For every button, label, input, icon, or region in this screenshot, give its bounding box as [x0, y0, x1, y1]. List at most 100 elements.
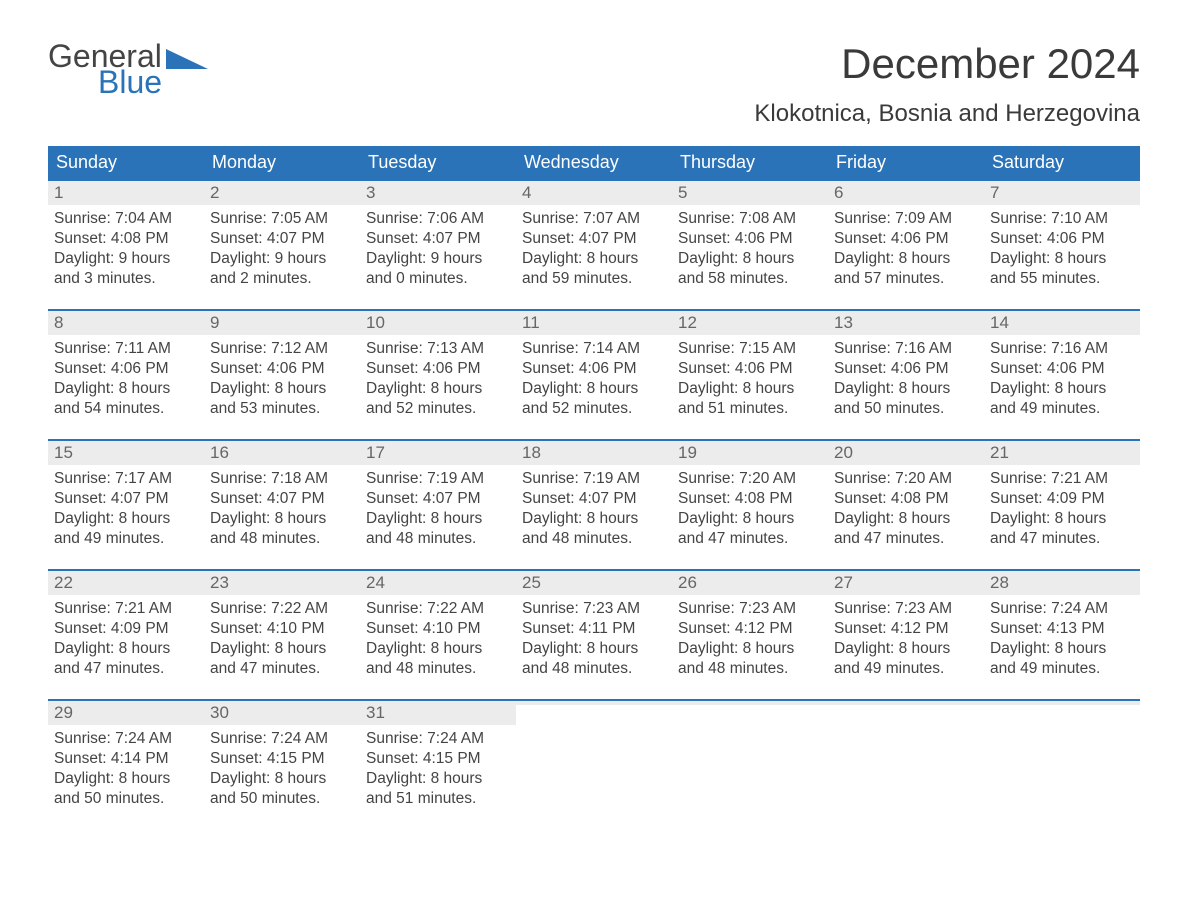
- daylight-line-2: and 47 minutes.: [54, 659, 198, 679]
- daylight-line-2: and 0 minutes.: [366, 269, 510, 289]
- day-cell: 12Sunrise: 7:15 AMSunset: 4:06 PMDayligh…: [672, 311, 828, 439]
- day-body: Sunrise: 7:18 AMSunset: 4:07 PMDaylight:…: [204, 465, 360, 558]
- sunrise-line: Sunrise: 7:23 AM: [678, 599, 822, 619]
- sunset-line: Sunset: 4:09 PM: [54, 619, 198, 639]
- day-header-thursday: Thursday: [672, 146, 828, 179]
- daylight-line-2: and 47 minutes.: [990, 529, 1134, 549]
- sunrise-line: Sunrise: 7:12 AM: [210, 339, 354, 359]
- day-cell: 7Sunrise: 7:10 AMSunset: 4:06 PMDaylight…: [984, 181, 1140, 309]
- day-number: 12: [672, 311, 828, 335]
- daylight-line-1: Daylight: 8 hours: [366, 379, 510, 399]
- daylight-line-1: Daylight: 8 hours: [366, 769, 510, 789]
- sunset-line: Sunset: 4:07 PM: [366, 229, 510, 249]
- day-number: 21: [984, 441, 1140, 465]
- day-cell: 28Sunrise: 7:24 AMSunset: 4:13 PMDayligh…: [984, 571, 1140, 699]
- sunrise-line: Sunrise: 7:15 AM: [678, 339, 822, 359]
- month-title: December 2024: [754, 40, 1140, 88]
- daylight-line-1: Daylight: 8 hours: [522, 379, 666, 399]
- daylight-line-1: Daylight: 8 hours: [210, 639, 354, 659]
- day-number: 26: [672, 571, 828, 595]
- day-number: 30: [204, 701, 360, 725]
- day-number: 22: [48, 571, 204, 595]
- day-number: [984, 701, 1140, 705]
- sunset-line: Sunset: 4:13 PM: [990, 619, 1134, 639]
- day-header-sunday: Sunday: [48, 146, 204, 179]
- sunrise-line: Sunrise: 7:22 AM: [366, 599, 510, 619]
- daylight-line-1: Daylight: 9 hours: [54, 249, 198, 269]
- day-cell: [828, 701, 984, 829]
- sunrise-line: Sunrise: 7:24 AM: [366, 729, 510, 749]
- week-row: 15Sunrise: 7:17 AMSunset: 4:07 PMDayligh…: [48, 439, 1140, 569]
- day-body: Sunrise: 7:24 AMSunset: 4:13 PMDaylight:…: [984, 595, 1140, 688]
- daylight-line-1: Daylight: 8 hours: [210, 509, 354, 529]
- daylight-line-2: and 59 minutes.: [522, 269, 666, 289]
- sunrise-line: Sunrise: 7:24 AM: [210, 729, 354, 749]
- week-row: 22Sunrise: 7:21 AMSunset: 4:09 PMDayligh…: [48, 569, 1140, 699]
- day-body: Sunrise: 7:16 AMSunset: 4:06 PMDaylight:…: [828, 335, 984, 428]
- logo: General Blue: [48, 40, 208, 98]
- sunrise-line: Sunrise: 7:21 AM: [990, 469, 1134, 489]
- week-row: 1Sunrise: 7:04 AMSunset: 4:08 PMDaylight…: [48, 179, 1140, 309]
- day-cell: 11Sunrise: 7:14 AMSunset: 4:06 PMDayligh…: [516, 311, 672, 439]
- calendar: SundayMondayTuesdayWednesdayThursdayFrid…: [48, 146, 1140, 829]
- daylight-line-1: Daylight: 9 hours: [210, 249, 354, 269]
- day-body: Sunrise: 7:24 AMSunset: 4:15 PMDaylight:…: [360, 725, 516, 818]
- day-body: Sunrise: 7:19 AMSunset: 4:07 PMDaylight:…: [360, 465, 516, 558]
- sunset-line: Sunset: 4:06 PM: [522, 359, 666, 379]
- week-row: 29Sunrise: 7:24 AMSunset: 4:14 PMDayligh…: [48, 699, 1140, 829]
- sunrise-line: Sunrise: 7:07 AM: [522, 209, 666, 229]
- sunrise-line: Sunrise: 7:08 AM: [678, 209, 822, 229]
- daylight-line-2: and 49 minutes.: [990, 659, 1134, 679]
- sunrise-line: Sunrise: 7:11 AM: [54, 339, 198, 359]
- day-body: Sunrise: 7:13 AMSunset: 4:06 PMDaylight:…: [360, 335, 516, 428]
- daylight-line-1: Daylight: 8 hours: [834, 249, 978, 269]
- day-cell: 2Sunrise: 7:05 AMSunset: 4:07 PMDaylight…: [204, 181, 360, 309]
- sunset-line: Sunset: 4:10 PM: [366, 619, 510, 639]
- day-body: Sunrise: 7:21 AMSunset: 4:09 PMDaylight:…: [984, 465, 1140, 558]
- day-body: Sunrise: 7:05 AMSunset: 4:07 PMDaylight:…: [204, 205, 360, 298]
- sunset-line: Sunset: 4:11 PM: [522, 619, 666, 639]
- day-number: 31: [360, 701, 516, 725]
- day-body: Sunrise: 7:11 AMSunset: 4:06 PMDaylight:…: [48, 335, 204, 428]
- sunrise-line: Sunrise: 7:05 AM: [210, 209, 354, 229]
- day-cell: 3Sunrise: 7:06 AMSunset: 4:07 PMDaylight…: [360, 181, 516, 309]
- day-cell: 13Sunrise: 7:16 AMSunset: 4:06 PMDayligh…: [828, 311, 984, 439]
- daylight-line-2: and 51 minutes.: [678, 399, 822, 419]
- daylight-line-1: Daylight: 8 hours: [990, 639, 1134, 659]
- daylight-line-1: Daylight: 8 hours: [54, 639, 198, 659]
- day-body: Sunrise: 7:12 AMSunset: 4:06 PMDaylight:…: [204, 335, 360, 428]
- daylight-line-2: and 53 minutes.: [210, 399, 354, 419]
- sunset-line: Sunset: 4:08 PM: [834, 489, 978, 509]
- daylight-line-2: and 57 minutes.: [834, 269, 978, 289]
- day-number: [516, 701, 672, 705]
- day-cell: 9Sunrise: 7:12 AMSunset: 4:06 PMDaylight…: [204, 311, 360, 439]
- sunrise-line: Sunrise: 7:20 AM: [834, 469, 978, 489]
- sunrise-line: Sunrise: 7:23 AM: [834, 599, 978, 619]
- sunset-line: Sunset: 4:12 PM: [834, 619, 978, 639]
- day-cell: 20Sunrise: 7:20 AMSunset: 4:08 PMDayligh…: [828, 441, 984, 569]
- daylight-line-2: and 2 minutes.: [210, 269, 354, 289]
- day-cell: 22Sunrise: 7:21 AMSunset: 4:09 PMDayligh…: [48, 571, 204, 699]
- day-cell: 18Sunrise: 7:19 AMSunset: 4:07 PMDayligh…: [516, 441, 672, 569]
- day-body: Sunrise: 7:04 AMSunset: 4:08 PMDaylight:…: [48, 205, 204, 298]
- daylight-line-2: and 48 minutes.: [522, 529, 666, 549]
- day-header-row: SundayMondayTuesdayWednesdayThursdayFrid…: [48, 146, 1140, 179]
- day-number: [828, 701, 984, 705]
- sunrise-line: Sunrise: 7:22 AM: [210, 599, 354, 619]
- daylight-line-1: Daylight: 8 hours: [522, 509, 666, 529]
- day-cell: 10Sunrise: 7:13 AMSunset: 4:06 PMDayligh…: [360, 311, 516, 439]
- daylight-line-1: Daylight: 8 hours: [210, 379, 354, 399]
- sunrise-line: Sunrise: 7:06 AM: [366, 209, 510, 229]
- daylight-line-1: Daylight: 8 hours: [678, 639, 822, 659]
- day-cell: [984, 701, 1140, 829]
- sunrise-line: Sunrise: 7:20 AM: [678, 469, 822, 489]
- day-number: 29: [48, 701, 204, 725]
- sunset-line: Sunset: 4:07 PM: [210, 229, 354, 249]
- day-cell: 30Sunrise: 7:24 AMSunset: 4:15 PMDayligh…: [204, 701, 360, 829]
- daylight-line-1: Daylight: 8 hours: [366, 509, 510, 529]
- day-number: 2: [204, 181, 360, 205]
- day-number: 16: [204, 441, 360, 465]
- day-header-monday: Monday: [204, 146, 360, 179]
- sunset-line: Sunset: 4:12 PM: [678, 619, 822, 639]
- daylight-line-1: Daylight: 8 hours: [990, 509, 1134, 529]
